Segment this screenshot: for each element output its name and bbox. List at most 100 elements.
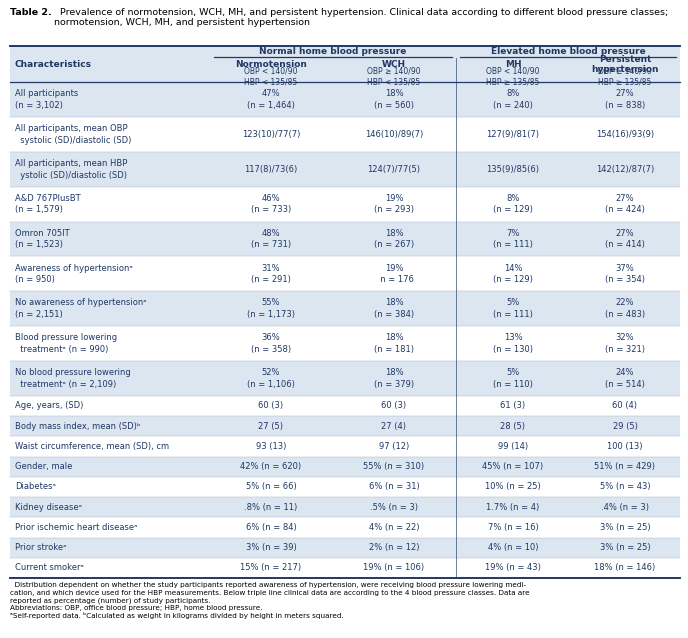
Text: 5%
(n = 111): 5% (n = 111) [493,299,533,319]
Text: .4% (n = 3): .4% (n = 3) [601,503,649,512]
Text: Diabetesᵃ: Diabetesᵃ [15,482,56,491]
Text: 123(10)/77(7): 123(10)/77(7) [241,130,300,139]
Text: 29 (5): 29 (5) [612,422,638,431]
Text: 48%
(n = 731): 48% (n = 731) [251,229,291,249]
Text: 4% (n = 22): 4% (n = 22) [369,523,419,532]
Text: 19%
  n = 176: 19% n = 176 [374,263,413,284]
Text: 6% (n = 31): 6% (n = 31) [369,482,420,491]
Text: 18%
(n = 560): 18% (n = 560) [374,89,414,110]
Text: 13%
(n = 130): 13% (n = 130) [493,333,533,354]
Text: 27 (5): 27 (5) [259,422,283,431]
Bar [10,292,680,326]
Text: Abbreviations: OBP, office blood pressure; HBP, home blood pressure.: Abbreviations: OBP, office blood pressur… [10,605,263,611]
Text: 3% (n = 25): 3% (n = 25) [600,523,650,532]
Text: 99 (14): 99 (14) [498,442,528,451]
Text: 5%
(n = 110): 5% (n = 110) [493,368,533,389]
Text: 19%
(n = 293): 19% (n = 293) [374,194,414,214]
Bar [10,457,680,477]
Text: OBP < 140/90
HBP ≥ 135/85: OBP < 140/90 HBP ≥ 135/85 [486,67,540,86]
Text: No awareness of hypertensionᵃ
(n = 2,151): No awareness of hypertensionᵃ (n = 2,151… [15,299,147,319]
Text: No blood pressure lowering
  treatmentᵃ (n = 2,109): No blood pressure lowering treatmentᵃ (n… [15,368,131,389]
Text: Elevated home blood pressure: Elevated home blood pressure [491,47,645,56]
Text: WCH: WCH [382,60,406,69]
Text: 55% (n = 310): 55% (n = 310) [363,462,424,471]
Text: 97 (12): 97 (12) [379,442,409,451]
Bar [10,416,680,436]
Text: 127(9)/81(7): 127(9)/81(7) [486,130,539,139]
Text: 60 (3): 60 (3) [259,401,283,410]
Text: OBP ≥ 140/90
HBP ≥ 135/85: OBP ≥ 140/90 HBP ≥ 135/85 [598,67,652,86]
Text: 117(8)/73(6): 117(8)/73(6) [244,165,298,174]
Text: 60 (3): 60 (3) [381,401,407,410]
Text: 135(9)/85(6): 135(9)/85(6) [486,165,539,174]
Text: 146(10)/89(7): 146(10)/89(7) [365,130,423,139]
Bar [10,537,680,558]
Text: Normotension: Normotension [235,60,307,69]
Text: Blood pressure lowering
  treatmentᵃ (n = 990): Blood pressure lowering treatmentᵃ (n = … [15,333,117,354]
Text: A&D 767PlusBT
(n = 1,579): A&D 767PlusBT (n = 1,579) [15,194,80,214]
Text: Distribution dependent on whether the study participants reported awareness of h: Distribution dependent on whether the st… [10,582,526,588]
Text: Omron 705IT
(n = 1,523): Omron 705IT (n = 1,523) [15,229,69,249]
Text: 27 (4): 27 (4) [382,422,407,431]
Text: 18%
(n = 384): 18% (n = 384) [374,299,414,319]
Text: OBP ≥ 140/90
HBP < 135/85: OBP ≥ 140/90 HBP < 135/85 [367,67,421,86]
Bar [10,558,680,578]
Text: 8%
(n = 129): 8% (n = 129) [493,194,533,214]
Text: Current smokerᵃ: Current smokerᵃ [15,563,84,572]
Text: Prior strokeᵃ: Prior strokeᵃ [15,543,67,552]
Text: ᵃSelf-reported data. ᵇCalculated as weight in kilograms divided by height in met: ᵃSelf-reported data. ᵇCalculated as weig… [10,612,344,619]
Text: 19% (n = 43): 19% (n = 43) [485,563,541,572]
Bar [10,361,680,396]
Bar [10,396,680,416]
Bar [10,517,680,537]
Text: OBP < 140/90
HBP < 135/85: OBP < 140/90 HBP < 135/85 [244,67,298,86]
Bar [10,497,680,517]
Text: 22%
(n = 483): 22% (n = 483) [605,299,645,319]
Bar [10,117,680,152]
Text: 37%
(n = 354): 37% (n = 354) [605,263,645,284]
Text: 51% (n = 429): 51% (n = 429) [594,462,656,471]
Text: .5% (n = 3): .5% (n = 3) [370,503,418,512]
Text: 6% (n = 84): 6% (n = 84) [246,523,297,532]
Text: 32%
(n = 321): 32% (n = 321) [605,333,645,354]
Text: 18% (n = 146): 18% (n = 146) [594,563,656,572]
Text: 124(7)/77(5): 124(7)/77(5) [367,165,420,174]
Text: 5% (n = 66): 5% (n = 66) [246,482,297,491]
Text: 14%
(n = 129): 14% (n = 129) [493,263,533,284]
Text: 60 (4): 60 (4) [612,401,638,410]
Text: 45% (n = 107): 45% (n = 107) [482,462,544,471]
Text: 27%
(n = 414): 27% (n = 414) [605,229,645,249]
Text: 1.7% (n = 4): 1.7% (n = 4) [486,503,539,512]
Text: reported as percentage (number) of study participants.: reported as percentage (number) of study… [10,597,211,604]
Text: 15% (n = 217): 15% (n = 217) [240,563,301,572]
Text: Characteristics: Characteristics [14,60,91,69]
Text: MH: MH [505,60,522,69]
Text: 7% (n = 16): 7% (n = 16) [488,523,539,532]
Text: 3% (n = 25): 3% (n = 25) [600,543,650,552]
Text: 31%
(n = 291): 31% (n = 291) [251,263,291,284]
Text: 24%
(n = 514): 24% (n = 514) [605,368,645,389]
Text: 3% (n = 39): 3% (n = 39) [246,543,297,552]
Text: cation, and which device used for the HBP measurements. Below triple line clinic: cation, and which device used for the HB… [10,590,530,596]
Text: 100 (13): 100 (13) [608,442,643,451]
Text: Waist circumference, mean (SD), cm: Waist circumference, mean (SD), cm [15,442,169,451]
Text: 4% (n = 10): 4% (n = 10) [488,543,538,552]
Text: Table 2.: Table 2. [10,8,52,17]
Text: 19% (n = 106): 19% (n = 106) [363,563,424,572]
Text: 8%
(n = 240): 8% (n = 240) [493,89,533,110]
Bar [10,221,680,256]
Text: 61 (3): 61 (3) [500,401,526,410]
Bar [10,82,680,117]
Text: Body mass index, mean (SD)ᵇ: Body mass index, mean (SD)ᵇ [15,422,140,431]
Bar [10,326,680,361]
Text: Prior ischemic heart diseaseᵃ: Prior ischemic heart diseaseᵃ [15,523,138,532]
Text: 28 (5): 28 (5) [500,422,526,431]
Text: All participants
(n = 3,102): All participants (n = 3,102) [15,89,78,110]
Text: 7%
(n = 111): 7% (n = 111) [493,229,533,249]
Text: 52%
(n = 1,106): 52% (n = 1,106) [247,368,295,389]
Text: 27%
(n = 424): 27% (n = 424) [605,194,645,214]
Text: 27%
(n = 838): 27% (n = 838) [605,89,645,110]
Text: 93 (13): 93 (13) [256,442,286,451]
Text: 18%
(n = 267): 18% (n = 267) [374,229,414,249]
Text: All participants, mean HBP
  ystolic (SD)/diastolic (SD): All participants, mean HBP ystolic (SD)/… [15,159,127,180]
